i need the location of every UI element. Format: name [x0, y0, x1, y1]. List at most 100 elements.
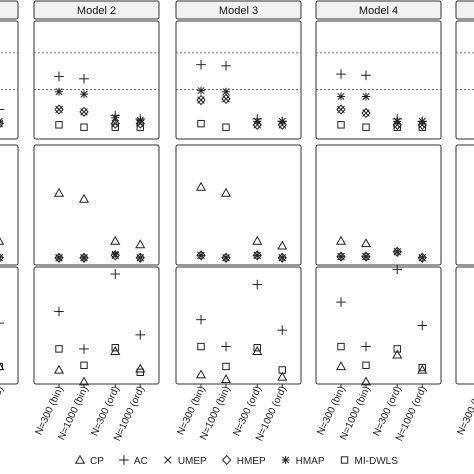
panel-border [455, 266, 474, 385]
point-ac [0, 109, 5, 110]
x-ticks-col2: N=300 (bin)N=1000 (bin)N=300 (ord)N=1000… [34, 384, 147, 443]
point-cp [110, 346, 121, 355]
point-hmep [361, 251, 371, 262]
point-mi-dwls [0, 362, 3, 371]
panel-row1-col4 [315, 20, 442, 140]
legend-label: HMAP [296, 456, 325, 467]
panel-border [33, 144, 160, 266]
point-hmep [135, 252, 145, 263]
point-hmap [393, 247, 402, 256]
point-hmep [79, 252, 89, 263]
point-hmep [277, 252, 287, 263]
point-mi-dwls [418, 363, 426, 372]
panel-border [315, 144, 442, 266]
point-ac [196, 59, 206, 70]
ac-legend-marker [119, 455, 129, 465]
point-hmap [278, 253, 287, 262]
point-mi-dwls [393, 123, 401, 131]
hmep-legend-marker [222, 454, 232, 466]
point-hmap [337, 252, 345, 261]
point-ac [417, 320, 428, 331]
point-mi-dwls [111, 344, 119, 352]
point-ac [135, 330, 146, 340]
point-hmep [54, 252, 64, 263]
point-hmep [196, 250, 206, 261]
legend-item-mi-dwls: MI-DWLS [340, 456, 399, 467]
panel-border [33, 266, 160, 385]
x-tick-label: ord) [0, 385, 6, 406]
point-cp [110, 235, 121, 245]
point-hmap [80, 90, 88, 99]
point-hmep [336, 104, 346, 115]
point-hmap [253, 117, 262, 126]
point-ac [79, 344, 89, 354]
facet-strip-1 [0, 0, 19, 20]
point-cp [335, 361, 347, 371]
point-mi-dwls [222, 362, 230, 371]
point-hmap [197, 86, 205, 95]
panel-border [315, 20, 442, 140]
legend-item-cp: CP [74, 454, 104, 467]
point-ac [110, 269, 121, 279]
point-cp [78, 193, 90, 203]
point-ac [54, 71, 64, 82]
point-hmep [221, 93, 231, 105]
point-cp [252, 346, 263, 355]
point-hmap [111, 250, 120, 259]
panel-border [175, 266, 302, 385]
point-mi-dwls [197, 119, 205, 128]
point-ac [277, 325, 288, 335]
point-ac [196, 314, 206, 325]
panel-border [33, 20, 160, 140]
cp-legend-marker [74, 454, 86, 464]
point-hmep [336, 251, 346, 262]
panel-row3-col5 [455, 266, 474, 385]
legend-label: AC [134, 456, 148, 467]
point-cp [220, 374, 232, 384]
facet-label-model-4: Model 4 [359, 5, 398, 17]
point-cp [277, 240, 288, 250]
point-hmep [361, 107, 371, 119]
legend-label: MI-DWLS [355, 456, 399, 467]
facet-strip-3: Model 3 [175, 0, 302, 20]
point-mi-dwls [111, 123, 119, 131]
point-hmap [0, 117, 4, 125]
point-mi-dwls [136, 123, 144, 131]
legend-item-ac: AC [119, 455, 148, 467]
point-mi-dwls [80, 361, 88, 369]
point-mi-dwls [362, 361, 370, 369]
point-hmap [0, 254, 4, 262]
mi-dwls-legend-marker [340, 456, 349, 464]
umep-legend-marker [164, 456, 172, 464]
facet-strip-2: Model 2 [33, 0, 160, 20]
legend-item-hmap: HMAP [281, 456, 325, 467]
point-hmap [197, 251, 205, 260]
point-cp [417, 364, 428, 374]
panel-row2-col4 [315, 144, 442, 266]
panel-border [455, 20, 474, 140]
point-hmap [337, 92, 345, 101]
point-hmap [136, 253, 145, 262]
point-hmep [221, 252, 231, 263]
point-mi-dwls [362, 123, 370, 131]
point-hmep [417, 252, 427, 263]
point-cp [53, 187, 65, 197]
panel-row2-col3 [175, 144, 302, 266]
point-mi-dwls [222, 123, 230, 131]
facet-strip-4: Model 4 [315, 0, 442, 20]
point-mi-dwls [253, 344, 261, 352]
panel-border [0, 266, 19, 385]
point-cp [135, 363, 146, 373]
panel-border [175, 144, 302, 266]
point-ac [79, 74, 89, 84]
x-ticks-col5: N=300 (bin) [456, 385, 474, 437]
point-hmap [55, 253, 63, 262]
point-cp [0, 237, 5, 245]
point-cp [277, 371, 288, 381]
point-hmap [362, 252, 370, 261]
point-hmap [80, 253, 88, 262]
point-hmep [252, 250, 262, 261]
point-hmap [362, 92, 370, 101]
point-hmep [54, 104, 64, 115]
